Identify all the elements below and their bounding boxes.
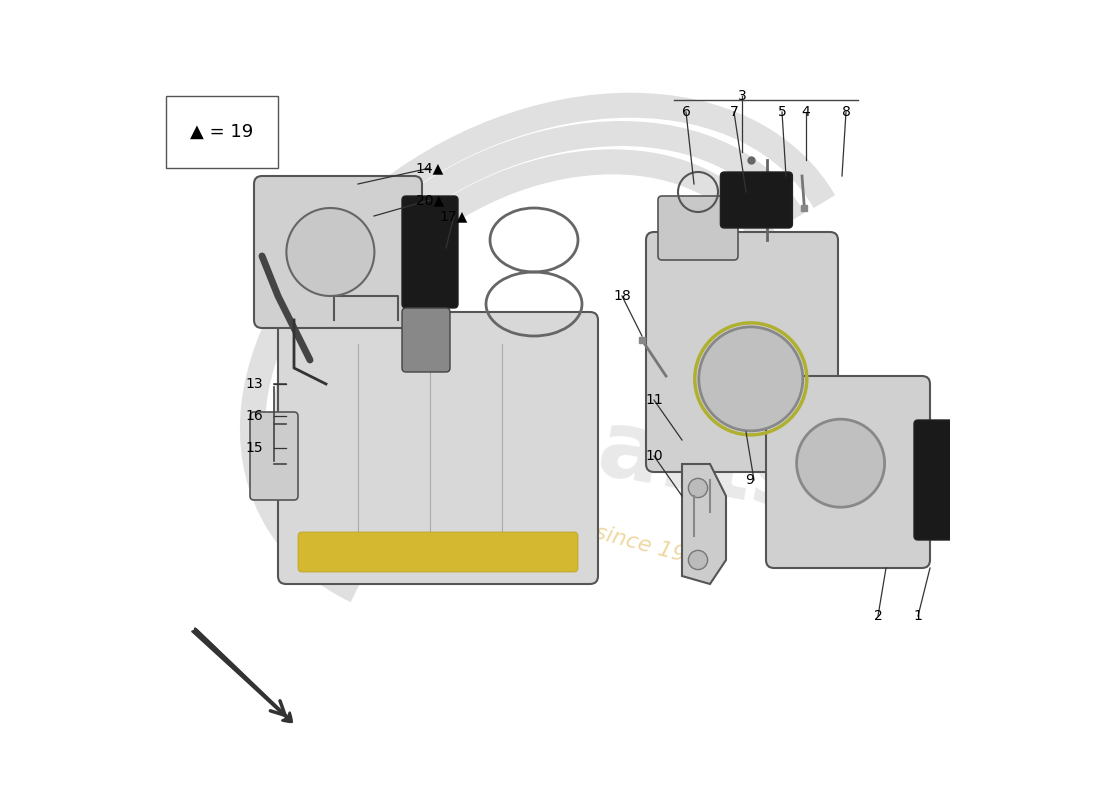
Text: europarts: europarts (285, 350, 815, 530)
Text: ▲ = 19: ▲ = 19 (190, 123, 254, 141)
Text: 16: 16 (245, 409, 263, 423)
Text: 17▲: 17▲ (440, 209, 469, 223)
Circle shape (796, 419, 884, 507)
FancyBboxPatch shape (298, 532, 578, 572)
FancyBboxPatch shape (646, 232, 838, 472)
Text: 15: 15 (245, 441, 263, 455)
FancyBboxPatch shape (720, 172, 792, 228)
Text: a passion for parts since 1985: a passion for parts since 1985 (385, 467, 715, 573)
Text: 5: 5 (778, 105, 786, 119)
Text: 9: 9 (746, 473, 755, 487)
Text: 8: 8 (842, 105, 850, 119)
FancyBboxPatch shape (278, 312, 598, 584)
Text: 1: 1 (914, 609, 923, 623)
Text: 6: 6 (682, 105, 691, 119)
Text: 14▲: 14▲ (416, 161, 444, 175)
Text: 2: 2 (873, 609, 882, 623)
Circle shape (689, 550, 707, 570)
Text: 4: 4 (802, 105, 811, 119)
Polygon shape (682, 464, 726, 584)
Circle shape (286, 208, 374, 296)
FancyBboxPatch shape (250, 412, 298, 500)
Text: 10: 10 (646, 449, 663, 463)
FancyBboxPatch shape (166, 96, 278, 168)
Circle shape (689, 478, 707, 498)
FancyBboxPatch shape (254, 176, 422, 328)
FancyBboxPatch shape (766, 376, 930, 568)
Text: 13: 13 (245, 377, 263, 391)
FancyBboxPatch shape (914, 420, 966, 540)
FancyBboxPatch shape (402, 308, 450, 372)
FancyBboxPatch shape (658, 196, 738, 260)
Text: 18: 18 (613, 289, 631, 303)
Text: 7: 7 (729, 105, 738, 119)
Text: 3: 3 (738, 89, 747, 103)
FancyBboxPatch shape (402, 196, 458, 308)
Text: 20▲: 20▲ (416, 193, 444, 207)
Text: 11: 11 (645, 393, 663, 407)
Circle shape (698, 327, 803, 431)
